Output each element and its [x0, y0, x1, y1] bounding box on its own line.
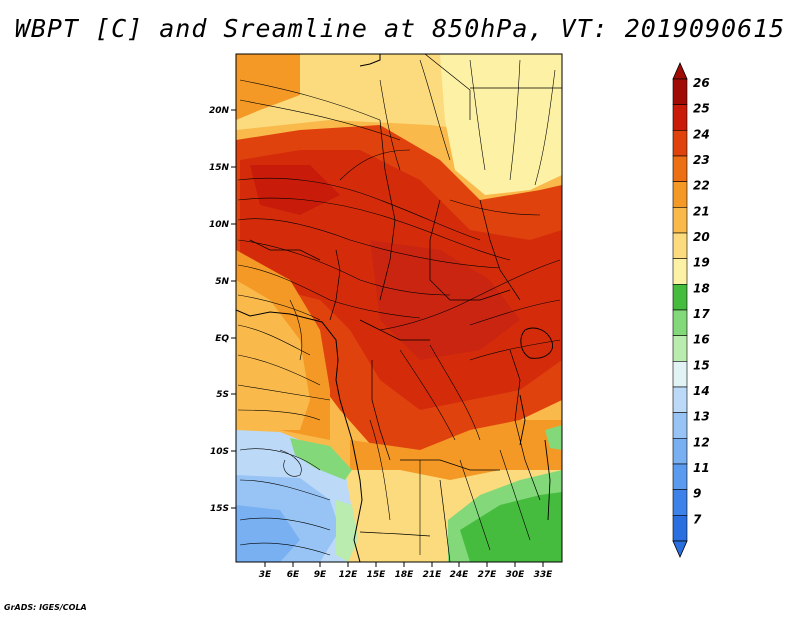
- colorbar-label: 21: [693, 204, 710, 218]
- colorbar-segment: [672, 104, 688, 131]
- colorbar-segment: [672, 515, 688, 542]
- colorbar-label: 20: [693, 230, 710, 244]
- colorbar-segment: [672, 412, 688, 439]
- colorbar-segment: [672, 207, 688, 234]
- lon-label: 21E: [423, 570, 443, 580]
- lat-label: 10N: [209, 220, 230, 230]
- colorbar-segment: [672, 155, 688, 182]
- colorbar-min-arrow: [672, 540, 688, 558]
- lon-label: 18E: [395, 570, 415, 580]
- colorbar: 26 25 24 23 22 21 20 19 18 17 16 15 14 13 12 11 9 7: [672, 62, 710, 558]
- lon-label: 30E: [506, 570, 526, 580]
- colorbar-segment: [672, 130, 688, 157]
- lat-label: 20N: [209, 106, 230, 116]
- colorbar-label: 23: [693, 153, 710, 167]
- colorbar-label: 24: [693, 127, 710, 141]
- map-title: WBPT [C] and Sreamline at 850hPa, VT: 20…: [14, 14, 786, 43]
- colorbar-label: 15: [693, 358, 710, 372]
- colorbar-label: 18: [693, 281, 710, 295]
- colorbar-label: 14: [693, 384, 710, 398]
- lon-label: 6E: [287, 570, 300, 580]
- lon-label: 33E: [534, 570, 554, 580]
- colorbar-label: 17: [693, 307, 710, 321]
- colorbar-label: 22: [693, 179, 710, 193]
- lat-label: EQ: [215, 334, 229, 344]
- colorbar-segment: [672, 463, 688, 490]
- lat-labels: 20N 15N 10N 5N EQ 5S 10S 15S: [209, 106, 230, 514]
- colorbar-label: 9: [693, 487, 701, 501]
- lon-label: 12E: [339, 570, 359, 580]
- colorbar-label: 26: [693, 76, 710, 90]
- colorbar-label: 16: [693, 333, 710, 347]
- colorbar-segment: [672, 335, 688, 362]
- streamlines: [237, 59, 561, 556]
- lat-label: 10S: [210, 447, 229, 457]
- lon-labels: 3E 6E 9E 12E 15E 18E 21E 24E 27E 30E 33E: [259, 570, 553, 580]
- colorbar-segment: [672, 361, 688, 388]
- colorbar-segment: [672, 258, 688, 285]
- lat-label: 5S: [216, 390, 229, 400]
- lon-label: 9E: [314, 570, 327, 580]
- coastlines-borders: [236, 54, 562, 562]
- lon-label: 27E: [478, 570, 498, 580]
- colorbar-segment: [672, 386, 688, 413]
- lat-label: 15N: [209, 163, 230, 173]
- colorbar-label: 19: [693, 256, 710, 270]
- lat-label: 5N: [215, 277, 229, 287]
- colorbar-label: 7: [693, 512, 702, 526]
- colorbar-segment: [672, 489, 688, 516]
- colorbar-segment: [672, 232, 688, 259]
- colorbar-segment: [672, 438, 688, 465]
- map-frame: [235, 53, 563, 563]
- colorbar-segment: [672, 284, 688, 311]
- lat-label: 15S: [210, 504, 229, 514]
- colorbar-segment: [672, 78, 688, 105]
- lon-label: 3E: [259, 570, 272, 580]
- colorbar-segment: [672, 309, 688, 336]
- lon-label: 15E: [367, 570, 387, 580]
- colorbar-max-arrow: [672, 62, 688, 80]
- colorbar-segment: [672, 181, 688, 208]
- axis-ticks: [231, 109, 544, 567]
- wbpt-field: [236, 54, 562, 562]
- grads-credit: GrADS: IGES/COLA: [4, 603, 87, 612]
- colorbar-label: 13: [693, 410, 710, 424]
- colorbar-label: 25: [693, 102, 710, 116]
- colorbar-label: 11: [693, 461, 710, 475]
- colorbar-label: 12: [693, 435, 710, 449]
- lon-label: 24E: [450, 570, 470, 580]
